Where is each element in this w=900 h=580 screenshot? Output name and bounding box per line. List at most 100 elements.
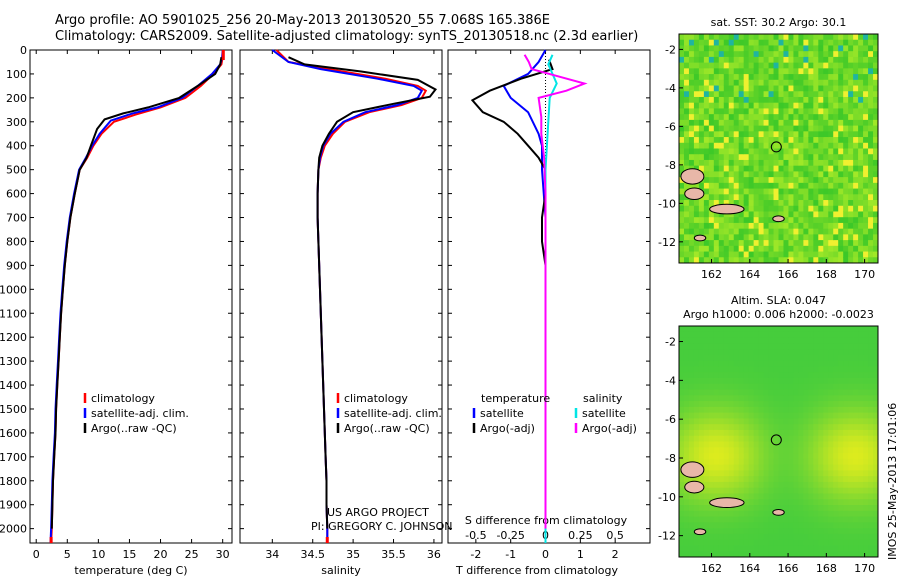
- map-cell: [858, 424, 864, 431]
- map-cell: [683, 528, 690, 535]
- map-cell: [693, 182, 700, 190]
- map-cell: [858, 528, 864, 535]
- map-cell: [783, 533, 789, 541]
- map-cell: [783, 412, 789, 419]
- y-tick-label: 1400: [0, 379, 27, 392]
- map-cell: [703, 182, 710, 190]
- map-cell: [788, 137, 794, 144]
- map-cell: [823, 142, 829, 149]
- map-cell: [703, 245, 710, 253]
- map-cell: [778, 522, 784, 529]
- map-cell: [733, 68, 740, 75]
- map-cell: [858, 45, 864, 52]
- map-cell: [833, 522, 839, 529]
- map-cell: [818, 45, 824, 52]
- map-cell: [733, 476, 740, 483]
- map-cell: [808, 188, 814, 195]
- map-cell: [793, 522, 799, 529]
- map-cell: [748, 56, 755, 64]
- x-tick-label: 20: [154, 548, 168, 561]
- map-cell: [848, 412, 854, 419]
- map-cell: [863, 257, 869, 264]
- map-cell: [833, 85, 839, 92]
- map-cell: [703, 533, 710, 541]
- map-cell: [698, 74, 705, 81]
- map-title-line: Argo h1000: 0.006 h2000: -0.0023: [683, 308, 874, 321]
- map-cell: [868, 194, 874, 201]
- map-cell: [863, 458, 869, 466]
- map-cell: [688, 159, 695, 167]
- map-cell: [803, 51, 809, 58]
- map-cell: [683, 119, 690, 127]
- map-cell: [863, 62, 869, 69]
- map-cell: [853, 102, 859, 109]
- map-cell: [813, 337, 819, 344]
- x-tick-label: 2: [612, 548, 619, 561]
- map-cell: [863, 177, 869, 184]
- map-cell: [723, 188, 730, 195]
- map-cell: [783, 337, 789, 344]
- map-cell: [778, 96, 784, 104]
- map-cell: [718, 516, 725, 523]
- map-cell: [793, 447, 799, 454]
- map-cell: [728, 383, 735, 391]
- map-cell: [768, 481, 775, 489]
- map-cell: [728, 74, 735, 81]
- map-cell: [733, 222, 740, 230]
- map-cell: [728, 56, 735, 64]
- map-cell: [679, 372, 685, 379]
- map-cell: [843, 240, 849, 247]
- temperature-plot: 0100200300400500600700800900100011001200…: [0, 44, 232, 577]
- map-cell: [803, 74, 809, 81]
- map-cell: [823, 74, 829, 81]
- map-cell: [813, 424, 819, 431]
- map-cell: [703, 429, 710, 437]
- map-cell: [693, 131, 700, 138]
- map-cell: [848, 331, 854, 339]
- map-cell: [838, 516, 844, 523]
- map-cell: [693, 114, 700, 121]
- map-cell: [873, 114, 879, 121]
- map-cell: [743, 435, 750, 442]
- map-cell: [823, 137, 829, 144]
- map-cell: [768, 200, 775, 207]
- map-cell: [803, 194, 809, 201]
- map-cell: [798, 137, 804, 144]
- map-cell: [683, 377, 690, 385]
- map-cell: [718, 74, 725, 81]
- map-cell: [693, 418, 700, 425]
- map-cell: [693, 412, 700, 419]
- map-cell: [843, 194, 849, 201]
- map-cell: [858, 470, 864, 477]
- map-cell: [873, 418, 879, 425]
- map-cell: [683, 354, 690, 362]
- map-cell: [738, 395, 745, 402]
- map-cell: [763, 343, 770, 350]
- map-cell: [763, 171, 770, 178]
- map-cell: [788, 505, 794, 512]
- map-cell: [773, 470, 779, 477]
- map-cell: [848, 148, 854, 155]
- map-cell: [828, 68, 834, 75]
- map-cell: [679, 79, 685, 87]
- map-cell: [843, 510, 849, 518]
- map-cell: [679, 251, 685, 258]
- map-cell: [863, 159, 869, 167]
- map-cell: [713, 510, 720, 518]
- map-cell: [763, 464, 770, 471]
- map-cell: [773, 516, 779, 523]
- map-cell: [808, 505, 814, 512]
- map-cell: [818, 349, 824, 356]
- map-cell: [738, 447, 745, 454]
- map-cell: [768, 228, 775, 235]
- map-cell: [873, 522, 879, 529]
- map-cell: [808, 165, 814, 172]
- map-cell: [808, 441, 814, 448]
- map-cell: [718, 68, 725, 75]
- map-cell: [873, 234, 879, 241]
- map-cell: [768, 234, 775, 241]
- map-cell: [713, 85, 720, 92]
- map-cell: [838, 177, 844, 184]
- map-cell: [773, 343, 779, 350]
- map-cell: [713, 142, 720, 149]
